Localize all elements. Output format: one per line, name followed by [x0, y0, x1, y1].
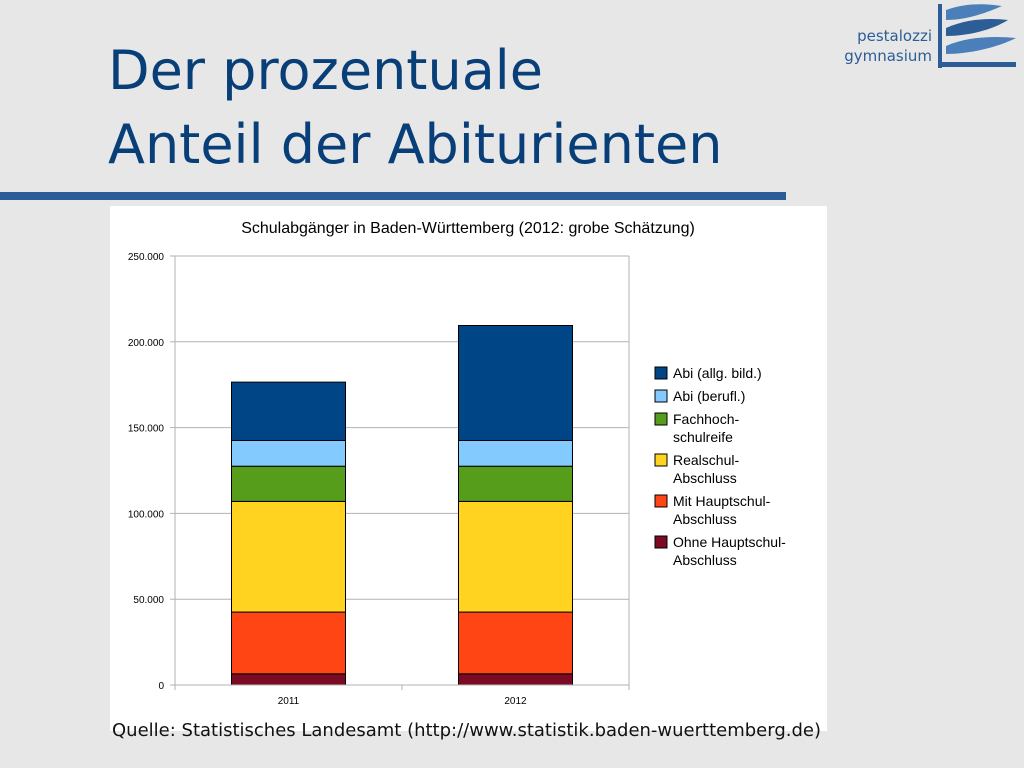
bar-segment	[458, 439, 573, 467]
school-logo: pestalozzi gymnasium	[830, 2, 1020, 74]
bar-segments	[231, 324, 573, 686]
source-citation: Quelle: Statistisches Landesamt (http://…	[112, 720, 822, 741]
bar-segment	[458, 500, 573, 613]
legend-label: Ohne Hauptschul-	[673, 534, 786, 550]
legend-label: Abi (allg. bild.)	[673, 365, 762, 381]
y-tick-label: 150.000	[128, 424, 165, 435]
legend-swatch	[654, 366, 668, 380]
logo-line-2: gymnasium	[844, 47, 932, 65]
legend-swatch	[654, 412, 668, 426]
legend-item: Abi (allg. bild.)	[654, 365, 762, 381]
bar-segment	[458, 673, 573, 686]
bar-segment	[231, 611, 346, 675]
bar-segment	[231, 439, 346, 467]
chart-panel: Schulabgänger in Baden-Württemberg (2012…	[110, 206, 827, 731]
stacked-bar-chart: Schulabgänger in Baden-Württemberg (2012…	[128, 220, 786, 707]
legend-label: Mit Hauptschul-	[673, 493, 771, 509]
legend-item: Fachhoch-schulreife	[654, 411, 739, 445]
legend-item: Abi (berufl.)	[654, 388, 745, 404]
axes	[170, 255, 630, 690]
bar-segment	[231, 500, 346, 613]
y-tick-label: 0	[158, 681, 164, 692]
y-tick-label: 50.000	[133, 595, 164, 606]
slide-title-line-1: Der prozentuale	[108, 39, 544, 102]
legend-item: Mit Hauptschul- Abschluss	[654, 493, 771, 527]
bar-segment	[458, 611, 573, 675]
y-tick-label: 250.000	[128, 252, 165, 263]
legend-label: Abi (berufl.)	[673, 388, 745, 404]
title-underline	[0, 192, 786, 200]
y-tick-labels: 0 50.000 100.000 150.000 200.000 250.000	[128, 252, 165, 692]
slide-title-line-2: Anteil der Abiturienten	[108, 113, 723, 176]
bar-segment	[458, 465, 573, 502]
legend-swatch	[654, 535, 668, 549]
slide-title: Der prozentuale Anteil der Abiturienten	[108, 34, 723, 182]
legend-label: Abschluss	[673, 552, 737, 568]
x-tick-label: 2011	[278, 696, 300, 707]
chart-title: Schulabgänger in Baden-Württemberg (2012…	[241, 220, 695, 237]
legend-item: Ohne Hauptschul- Abschluss	[654, 534, 786, 568]
logo-mark-icon	[938, 4, 1016, 68]
legend-label: schulreife	[673, 429, 733, 445]
bar-segment	[231, 673, 346, 686]
logo-text: pestalozzi gymnasium	[844, 26, 932, 66]
bar-segment	[231, 465, 346, 502]
legend-label: Abschluss	[673, 470, 737, 486]
legend-swatch	[654, 453, 668, 467]
bar-segment	[458, 324, 573, 441]
logo-line-1: pestalozzi	[857, 27, 932, 45]
legend: Abi (allg. bild.) Abi (berufl.) Fachhoch-s…	[654, 365, 786, 568]
legend-label: Fachhoch-	[673, 411, 739, 427]
y-tick-label: 100.000	[128, 509, 165, 520]
legend-swatch	[654, 389, 668, 403]
x-tick-label: 2012	[504, 696, 527, 707]
legend-item: Realschul- Abschluss	[654, 452, 739, 486]
x-tick-labels: 2011 2012	[278, 696, 527, 707]
legend-swatch	[654, 494, 668, 508]
legend-label: Abschluss	[673, 511, 737, 527]
y-tick-label: 200.000	[128, 338, 165, 349]
legend-label: Realschul-	[673, 452, 739, 468]
bar-segment	[231, 381, 346, 441]
